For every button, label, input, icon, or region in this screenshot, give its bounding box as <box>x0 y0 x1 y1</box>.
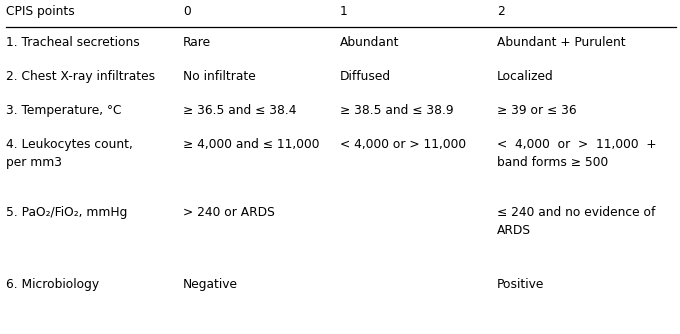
Text: 3. Temperature, °C: 3. Temperature, °C <box>6 104 122 117</box>
Text: 0: 0 <box>183 5 191 18</box>
Text: ≥ 36.5 and ≤ 38.4: ≥ 36.5 and ≤ 38.4 <box>183 104 296 117</box>
Text: Rare: Rare <box>183 36 211 49</box>
Text: ≥ 4,000 and ≤ 11,000: ≥ 4,000 and ≤ 11,000 <box>183 138 320 151</box>
Text: < 4,000 or > 11,000: < 4,000 or > 11,000 <box>340 138 466 151</box>
Text: Abundant: Abundant <box>340 36 400 49</box>
Text: 2. Chest X-ray infiltrates: 2. Chest X-ray infiltrates <box>6 70 155 83</box>
Text: <  4,000  or  >  11,000  +
band forms ≥ 500: < 4,000 or > 11,000 + band forms ≥ 500 <box>497 138 656 169</box>
Text: > 240 or ARDS: > 240 or ARDS <box>183 206 275 219</box>
Text: ≥ 38.5 and ≤ 38.9: ≥ 38.5 and ≤ 38.9 <box>340 104 454 117</box>
Text: 1: 1 <box>340 5 347 18</box>
Text: ≥ 39 or ≤ 36: ≥ 39 or ≤ 36 <box>497 104 577 117</box>
Text: Diffused: Diffused <box>340 70 391 83</box>
Text: 1. Tracheal secretions: 1. Tracheal secretions <box>6 36 140 49</box>
Text: Positive: Positive <box>497 278 545 291</box>
Text: Negative: Negative <box>183 278 238 291</box>
Text: 4. Leukocytes count,
per mm3: 4. Leukocytes count, per mm3 <box>6 138 133 169</box>
Text: 5. PaO₂/FiO₂, mmHg: 5. PaO₂/FiO₂, mmHg <box>6 206 127 219</box>
Text: CPIS points: CPIS points <box>6 5 75 18</box>
Text: 6. Microbiology: 6. Microbiology <box>6 278 99 291</box>
Text: 2: 2 <box>497 5 505 18</box>
Text: Abundant + Purulent: Abundant + Purulent <box>497 36 626 49</box>
Text: No infiltrate: No infiltrate <box>183 70 256 83</box>
Text: Localized: Localized <box>497 70 554 83</box>
Text: ≤ 240 and no evidence of
ARDS: ≤ 240 and no evidence of ARDS <box>497 206 656 237</box>
